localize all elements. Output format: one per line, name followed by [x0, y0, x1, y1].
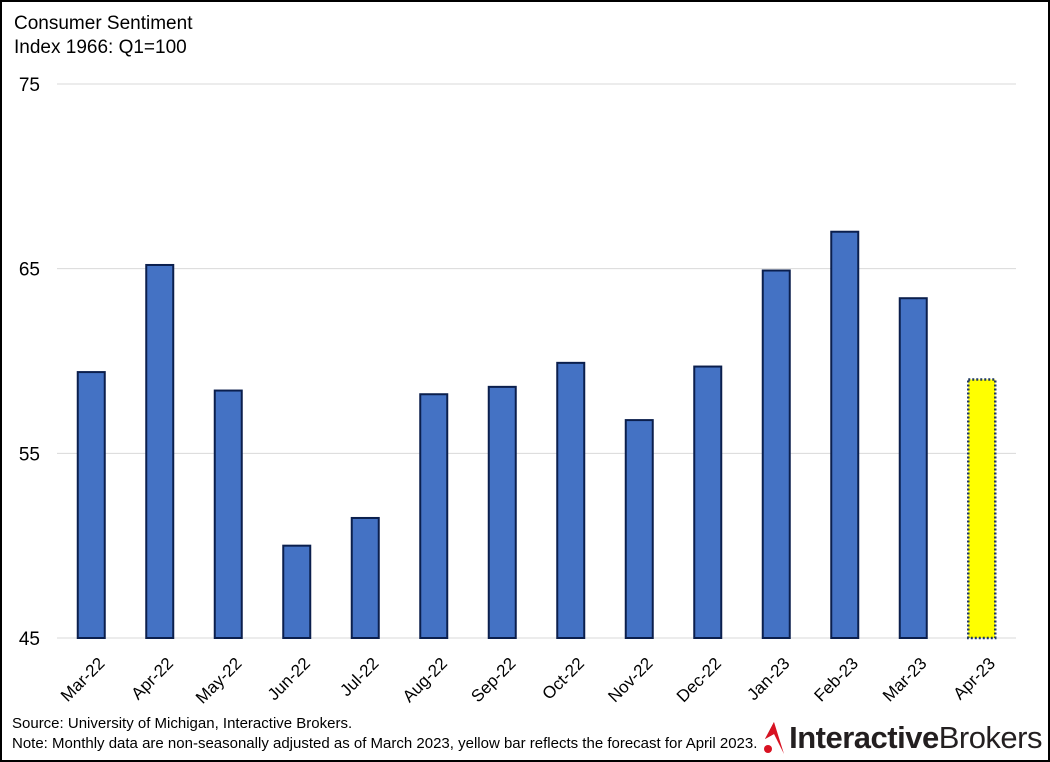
x-tick-label: Feb-23	[811, 654, 863, 706]
x-tick-label: Dec-22	[673, 654, 725, 706]
x-tick-label: Apr-23	[950, 654, 1000, 704]
x-tick-label: Mar-23	[879, 654, 931, 706]
bars	[76, 230, 997, 640]
y-tick-label: 55	[19, 444, 40, 465]
bar	[830, 230, 860, 639]
x-tick-label: Apr-22	[128, 654, 178, 704]
bar	[76, 371, 106, 639]
chart-title-block: Consumer Sentiment Index 1966: Q1=100	[14, 12, 192, 60]
bar	[624, 419, 654, 639]
bar	[761, 269, 791, 639]
gridlines	[57, 83, 1016, 639]
x-tick-label: Jan-23	[743, 654, 793, 704]
chart-title: Consumer Sentiment	[14, 13, 193, 34]
y-axis-tick-labels: 45 55 65 75	[19, 75, 40, 650]
x-axis-tick-labels: Mar-22 Apr-22 May-22 Jun-22 Jul-22 Aug-22 Sep-…	[57, 654, 999, 708]
bar	[213, 389, 243, 639]
x-tick-label: Oct-22	[539, 654, 589, 704]
interactive-brokers-logo: InteractiveBrokers	[763, 720, 1043, 756]
x-tick-label: Sep-22	[467, 654, 519, 706]
interactive-brokers-logo-icon	[764, 722, 785, 754]
y-tick-label: 75	[19, 75, 40, 96]
bar	[693, 365, 723, 639]
bar	[350, 516, 380, 640]
y-tick-label: 45	[19, 629, 40, 650]
chart-subtitle: Index 1966: Q1=100	[14, 37, 187, 58]
x-tick-label: Jun-22	[264, 654, 314, 704]
x-tick-label: Aug-22	[399, 654, 451, 706]
chart-footer: Source: University of Michigan, Interact…	[12, 714, 757, 754]
x-tick-label: May-22	[192, 654, 246, 708]
bar	[419, 393, 449, 639]
x-tick-label: Nov-22	[604, 654, 656, 706]
logo-text-interactive: Interactive	[789, 720, 939, 755]
logo-text-brokers: Brokers	[938, 720, 1043, 755]
source-note: Source: University of Michigan, Interact…	[12, 715, 353, 732]
bar	[898, 297, 928, 639]
forecast-bar	[967, 378, 997, 640]
bar	[487, 385, 517, 639]
x-tick-label: Mar-22	[57, 654, 109, 706]
bar	[282, 544, 312, 640]
x-tick-label: Jul-22	[336, 654, 382, 700]
footnote: Note: Monthly data are non-seasonally ad…	[12, 735, 758, 752]
bar-chart: 45 55 65 75 Mar-22 Apr-22 May-22 Jun-22 Jul-22 A…	[19, 75, 1016, 708]
bar	[556, 361, 586, 639]
bar	[145, 263, 175, 639]
y-tick-label: 65	[19, 260, 40, 281]
